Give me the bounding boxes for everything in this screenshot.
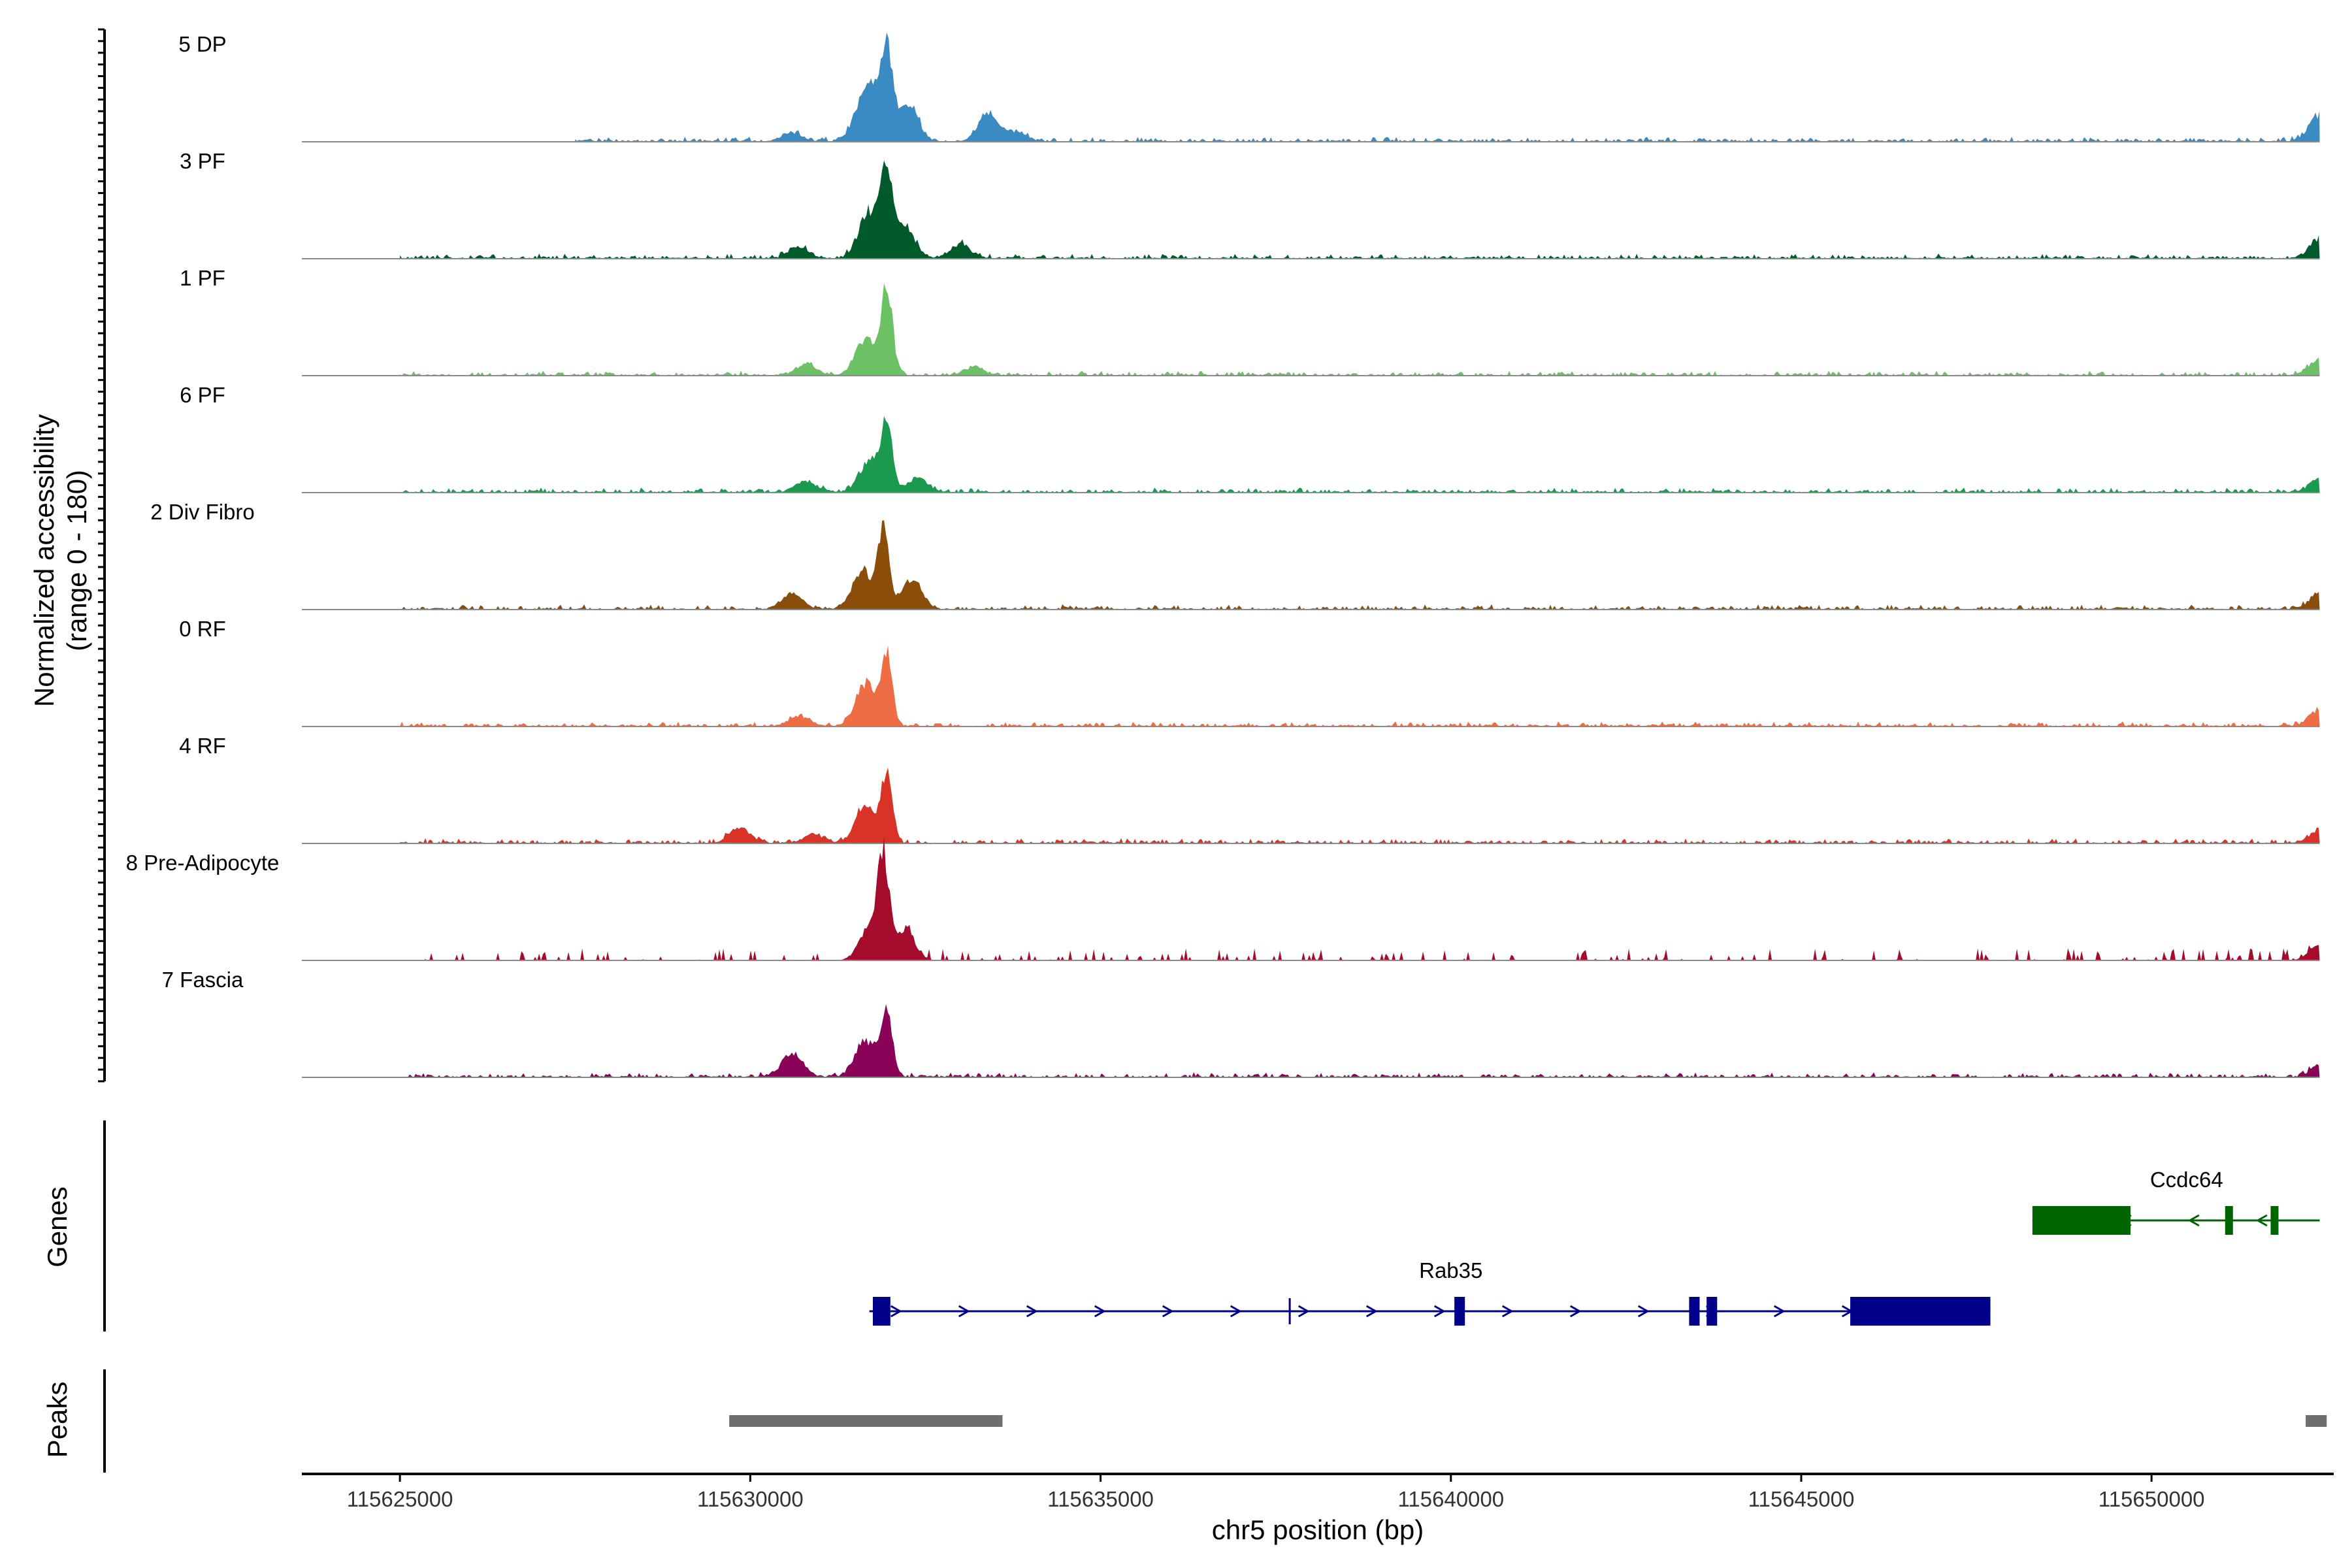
track-label: 7 Fascia — [162, 968, 244, 992]
exon-block — [873, 1297, 890, 1326]
track-4-rf: 4 RF — [179, 734, 2320, 844]
peak-region — [729, 1415, 1003, 1427]
y-axis-title-line2: (range 0 - 180) — [61, 470, 92, 651]
x-tick-label: 115630000 — [697, 1487, 804, 1511]
exon-block — [1850, 1297, 1991, 1326]
strand-arrow-icon — [1026, 1305, 1038, 1318]
coverage-area — [575, 32, 2320, 142]
track-1-pf: 1 PF — [180, 266, 2320, 376]
track-5-dp: 5 DP — [178, 32, 2320, 142]
track-8-pre-adipocyte: 8 Pre-Adipocyte — [126, 836, 2320, 961]
track-label: 2 Div Fibro — [150, 500, 255, 524]
coverage-tracks: 5 DP 3 PF 1 PF 6 PF 2 Div Fibro 0 RF 4 RF 8 Pre… — [126, 32, 2320, 1078]
gene-annotations: Rab35 Ccdc64 — [869, 1168, 2320, 1326]
exon-block — [1454, 1297, 1465, 1326]
peak-region — [2306, 1415, 2327, 1427]
coverage-area — [400, 416, 2320, 493]
strand-arrow-icon — [958, 1305, 970, 1318]
strand-arrow-icon — [1569, 1305, 1582, 1318]
x-tick-label: 115650000 — [2099, 1487, 2205, 1511]
strand-arrow-icon — [1501, 1305, 1514, 1318]
x-tick-label: 115635000 — [1047, 1487, 1154, 1511]
x-axis-title: chr5 position (bp) — [1212, 1514, 1424, 1545]
strand-arrow-icon — [1433, 1305, 1446, 1318]
exon-block — [2225, 1206, 2233, 1235]
strand-arrow-icon — [2187, 1214, 2200, 1227]
coverage-area — [400, 767, 2320, 843]
peak-regions — [729, 1415, 2327, 1427]
gene-ccdc64: Ccdc64 — [2032, 1168, 2320, 1235]
track-label: 3 PF — [180, 149, 225, 173]
coverage-area — [400, 283, 2320, 376]
strand-arrow-icon — [1298, 1305, 1310, 1318]
track-label: 0 RF — [179, 617, 226, 641]
track-6-pf: 6 PF — [180, 383, 2320, 493]
track-label: 5 DP — [178, 32, 226, 56]
track-label: 6 PF — [180, 383, 225, 407]
coverage-area — [400, 645, 2320, 727]
x-tick-label: 115625000 — [347, 1487, 453, 1511]
strand-arrow-icon — [1162, 1305, 1174, 1318]
coverage-area — [400, 1004, 2320, 1077]
strand-arrow-icon — [890, 1305, 902, 1318]
gene-label: Rab35 — [1419, 1258, 1482, 1282]
track-label: 1 PF — [180, 266, 225, 290]
strand-arrow-icon — [1094, 1305, 1106, 1318]
x-axis: 115625000 115630000 115635000 115640000 1156… — [302, 1473, 2334, 1511]
exon-block — [1707, 1297, 1718, 1326]
coverage-area — [400, 520, 2320, 610]
peaks-track-label: Peaks — [42, 1382, 73, 1458]
strand-arrow-icon — [1365, 1305, 1378, 1318]
y-axis-title-line1: Normalized accessibility — [29, 414, 59, 707]
x-tick-label: 115640000 — [1397, 1487, 1504, 1511]
strand-arrow-icon — [1230, 1305, 1242, 1318]
coverage-area — [400, 160, 2320, 259]
coverage-y-axis — [98, 28, 106, 1083]
track-3-pf: 3 PF — [180, 149, 2320, 259]
track-label: 4 RF — [179, 734, 226, 758]
track-0-rf: 0 RF — [179, 617, 2320, 727]
gene-label: Ccdc64 — [2150, 1168, 2223, 1192]
strand-arrow-icon — [1773, 1305, 1786, 1318]
exon-block — [2032, 1206, 2131, 1235]
x-tick-label: 115645000 — [1748, 1487, 1855, 1511]
track-label: 8 Pre-Adipocyte — [126, 851, 280, 875]
track-2-div-fibro: 2 Div Fibro — [150, 500, 2320, 610]
coverage-area — [400, 836, 2320, 960]
exon-block — [1689, 1297, 1700, 1326]
gene-rab35: Rab35 — [869, 1258, 1991, 1326]
track-7-fascia: 7 Fascia — [162, 968, 2320, 1078]
strand-arrow-icon — [1637, 1305, 1650, 1318]
strand-arrow-icon — [2255, 1214, 2268, 1227]
exon-block — [2270, 1206, 2279, 1235]
genes-track-label: Genes — [42, 1186, 73, 1267]
